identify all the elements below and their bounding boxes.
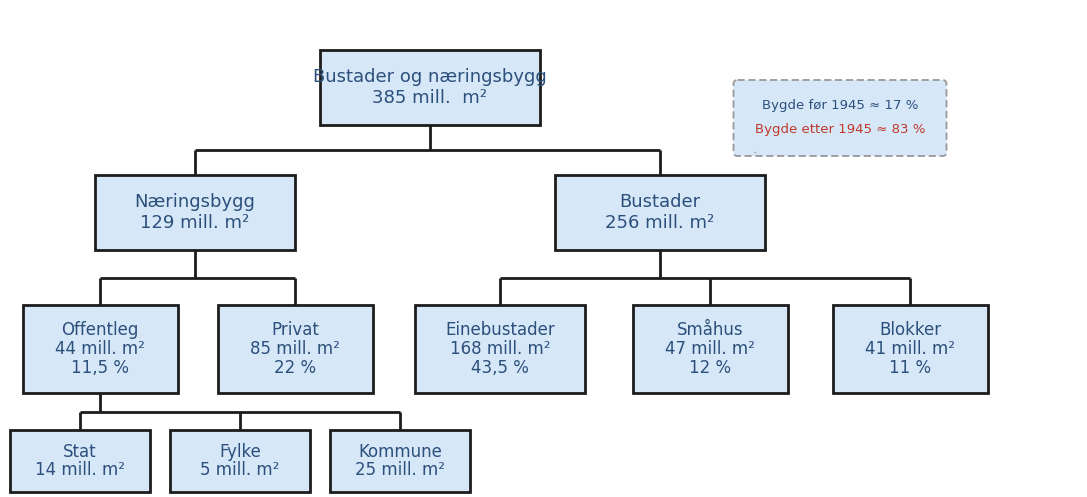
- Text: 168 mill. m²: 168 mill. m²: [450, 340, 550, 358]
- Text: 44 mill. m²: 44 mill. m²: [55, 340, 145, 358]
- Text: Bygde etter 1945 ≈ 83 %: Bygde etter 1945 ≈ 83 %: [754, 123, 925, 137]
- Text: Bygde før 1945 ≈ 17 %: Bygde før 1945 ≈ 17 %: [762, 99, 919, 112]
- Text: Blokker: Blokker: [879, 322, 941, 339]
- Text: Bustader: Bustader: [620, 193, 700, 211]
- Text: 43,5 %: 43,5 %: [471, 359, 529, 377]
- Text: Kommune: Kommune: [358, 443, 442, 461]
- Text: Offentleg: Offentleg: [61, 322, 139, 339]
- FancyBboxPatch shape: [217, 305, 373, 393]
- FancyBboxPatch shape: [170, 430, 310, 492]
- Text: 47 mill. m²: 47 mill. m²: [665, 340, 755, 358]
- FancyBboxPatch shape: [10, 430, 150, 492]
- FancyBboxPatch shape: [95, 175, 295, 250]
- Text: Privat: Privat: [271, 322, 318, 339]
- Text: Småhus: Småhus: [677, 322, 744, 339]
- FancyBboxPatch shape: [320, 50, 540, 125]
- Text: 25 mill. m²: 25 mill. m²: [355, 461, 445, 479]
- Text: Stat: Stat: [63, 443, 97, 461]
- Text: 22 %: 22 %: [274, 359, 316, 377]
- Text: 256 mill. m²: 256 mill. m²: [605, 214, 714, 232]
- Text: Næringsbygg: Næringsbygg: [135, 193, 255, 211]
- FancyBboxPatch shape: [23, 305, 177, 393]
- Text: 41 mill. m²: 41 mill. m²: [865, 340, 955, 358]
- FancyBboxPatch shape: [833, 305, 987, 393]
- FancyBboxPatch shape: [633, 305, 787, 393]
- Text: 11,5 %: 11,5 %: [71, 359, 129, 377]
- Text: Bustader og næringsbygg: Bustader og næringsbygg: [313, 69, 547, 86]
- Text: Einebustader: Einebustader: [445, 322, 554, 339]
- Text: Fylke: Fylke: [220, 443, 261, 461]
- Text: 85 mill. m²: 85 mill. m²: [250, 340, 340, 358]
- Text: 385 mill.  m²: 385 mill. m²: [373, 88, 487, 106]
- FancyBboxPatch shape: [415, 305, 585, 393]
- FancyBboxPatch shape: [734, 80, 947, 156]
- Text: 129 mill. m²: 129 mill. m²: [140, 214, 250, 232]
- FancyBboxPatch shape: [330, 430, 470, 492]
- FancyBboxPatch shape: [555, 175, 765, 250]
- Text: 12 %: 12 %: [689, 359, 732, 377]
- Text: 14 mill. m²: 14 mill. m²: [35, 461, 125, 479]
- Text: 5 mill. m²: 5 mill. m²: [200, 461, 279, 479]
- Text: 11 %: 11 %: [889, 359, 932, 377]
